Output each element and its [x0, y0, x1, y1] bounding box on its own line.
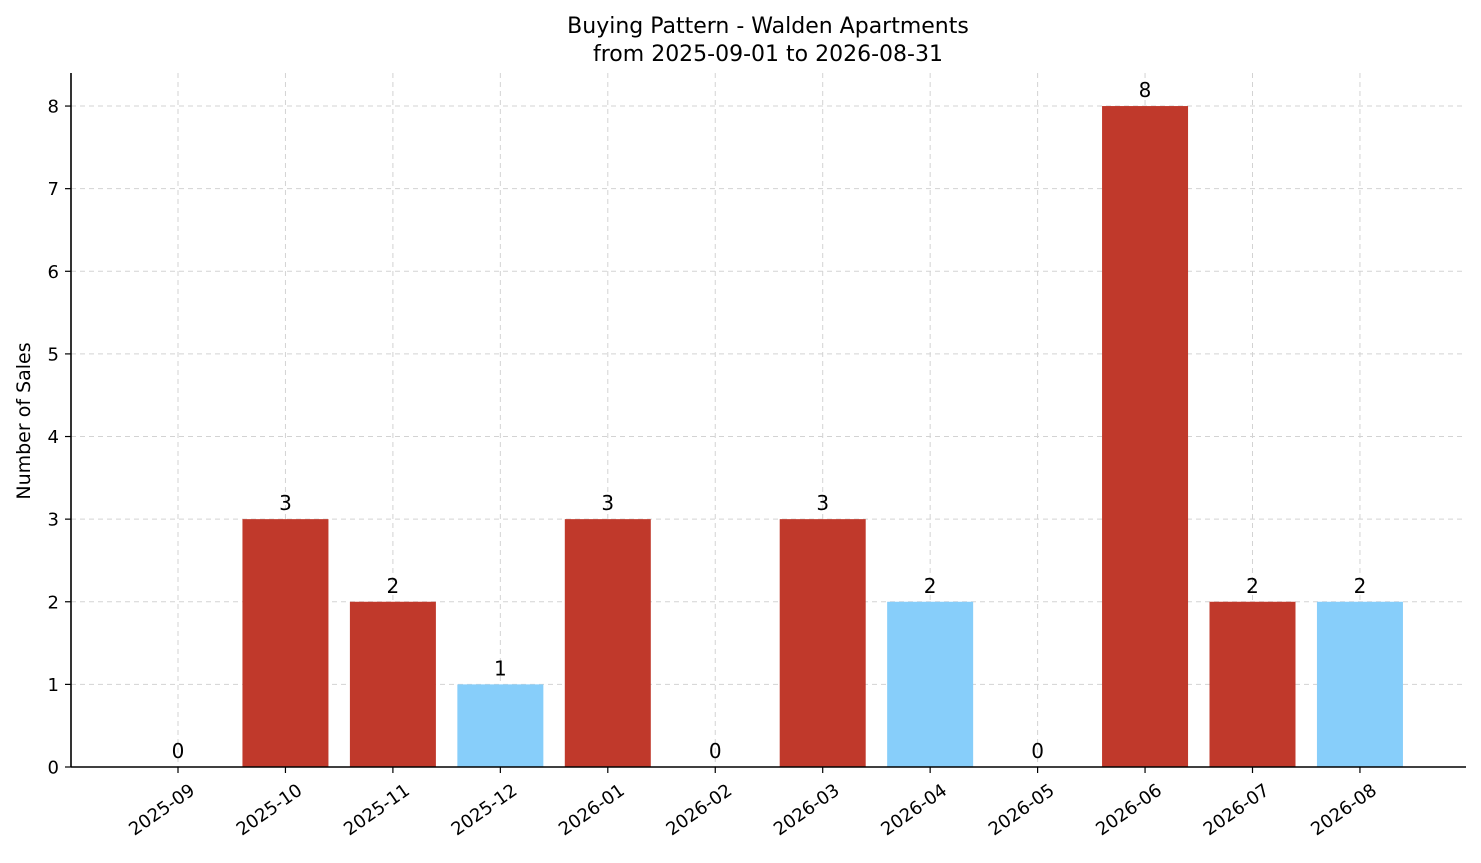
bar-value-label: 2: [1246, 574, 1259, 598]
bar: [779, 519, 866, 767]
chart-subtitle: from 2025-09-01 to 2026-08-31: [593, 42, 943, 67]
y-tick-label: 2: [48, 592, 59, 613]
y-axis-label: Number of Sales: [13, 342, 35, 499]
x-tick-label: 2026-07: [1200, 780, 1274, 840]
x-tick-label: 2025-12: [448, 780, 522, 840]
chart-title: Buying Pattern - Walden Apartments: [567, 14, 969, 39]
bar: [1102, 106, 1189, 768]
y-tick-label: 3: [48, 510, 59, 531]
x-tick-label: 2025-11: [340, 780, 414, 840]
bar: [1316, 601, 1403, 767]
y-tick-label: 7: [48, 179, 59, 200]
bar-value-label: 1: [494, 656, 507, 680]
y-tick-label: 4: [48, 427, 59, 448]
x-tick-label: 2026-08: [1307, 780, 1381, 840]
bar-value-label: 0: [172, 739, 185, 763]
bar-value-label: 3: [601, 491, 614, 515]
bar-value-label: 3: [816, 491, 829, 515]
x-tick-label: 2026-05: [985, 780, 1059, 840]
bar-value-label: 8: [1139, 78, 1152, 102]
x-tick-label: 2025-09: [125, 780, 199, 840]
x-tick-label: 2026-04: [877, 780, 951, 840]
bar: [1209, 601, 1296, 767]
bar: [564, 519, 651, 767]
y-tick-label: 0: [48, 758, 59, 779]
bar: [242, 519, 329, 767]
bar-value-label: 3: [279, 491, 292, 515]
bar: [457, 684, 544, 767]
bar-value-label: 0: [709, 739, 722, 763]
bar-value-label: 2: [924, 574, 937, 598]
x-ticks: 2025-09 2025-10 2025-11 2025-12 2026-01 2026-…: [125, 767, 1381, 840]
x-tick-label: 2026-06: [1092, 780, 1166, 840]
y-tick-label: 6: [48, 262, 59, 283]
bar: [349, 601, 436, 767]
data-labels: 0 3 2 1 3 0 3 2 0 8 2 2: [172, 78, 1367, 763]
bar: [887, 601, 974, 767]
bar-value-label: 0: [1031, 739, 1044, 763]
x-tick-label: 2026-01: [555, 780, 629, 840]
x-tick-label: 2026-03: [770, 780, 844, 840]
y-tick-label: 5: [48, 344, 59, 365]
y-ticks: 0 1 2 3 4 5 6 7 8: [48, 97, 71, 779]
bar-value-label: 2: [387, 574, 400, 598]
y-tick-label: 1: [48, 675, 59, 696]
x-tick-label: 2026-02: [662, 780, 736, 840]
bars: [242, 106, 1403, 768]
y-tick-label: 8: [48, 97, 59, 118]
bar-value-label: 2: [1354, 574, 1367, 598]
x-tick-label: 2025-10: [233, 780, 307, 840]
